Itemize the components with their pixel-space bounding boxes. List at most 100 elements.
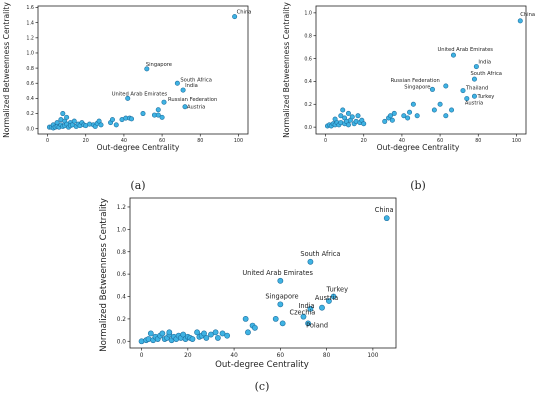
y-tick-label: 0.0	[117, 339, 127, 345]
data-point	[208, 331, 214, 338]
data-point	[460, 88, 466, 94]
data-point	[109, 117, 115, 123]
point-annotation: South Africa	[470, 71, 502, 77]
x-tick-label: 40	[399, 138, 405, 144]
x-tick-label: 0	[324, 138, 327, 144]
point-annotation: Turkey	[326, 286, 349, 294]
data-point	[147, 330, 154, 337]
data-point	[98, 122, 104, 128]
x-tick-label: 60	[277, 353, 285, 359]
data-point	[214, 335, 221, 341]
data-point	[252, 324, 258, 331]
point-annotation: Thailand	[465, 86, 488, 92]
point-annotation: Austria	[187, 105, 205, 111]
data-point	[405, 115, 411, 121]
data-point	[345, 110, 351, 116]
data-point	[330, 293, 337, 300]
point-annotation: India	[185, 83, 198, 89]
data-point	[125, 95, 131, 101]
data-point	[471, 93, 477, 99]
data-point	[307, 258, 314, 265]
data-point	[450, 52, 456, 58]
y-tick-label: 0.0	[26, 126, 34, 132]
y-tick-label: 0.0	[304, 125, 312, 131]
y-tick-label: 0.8	[304, 33, 312, 39]
y-tick-label: 0.6	[304, 56, 312, 62]
data-point	[517, 18, 523, 24]
data-point	[189, 336, 196, 342]
data-point	[443, 113, 449, 119]
point-annotation: United Arab Emirates	[112, 91, 168, 97]
y-axis-label: Normalized Betweenness Centrality	[2, 2, 11, 138]
data-point	[326, 298, 332, 304]
data-point	[245, 329, 251, 336]
x-tick-label: 20	[361, 138, 367, 144]
data-point	[144, 66, 150, 72]
data-point	[355, 113, 361, 119]
data-point	[338, 113, 344, 119]
y-tick-label: 1.0	[117, 227, 127, 233]
y-tick-label: 0.4	[304, 79, 312, 85]
point-annotation: Austria	[315, 294, 338, 302]
point-annotation: South Africa	[180, 77, 212, 83]
x-tick-label: 80	[323, 353, 331, 359]
y-tick-label: 0.6	[26, 81, 34, 87]
y-tick-label: 0.4	[26, 96, 34, 102]
x-axis-label: Out-degree Centrality	[377, 143, 460, 152]
x-tick-label: 0	[46, 138, 49, 144]
data-point	[194, 329, 200, 336]
point-annotation: Austria	[465, 101, 483, 107]
data-point	[140, 111, 146, 117]
point-annotation: United Arab Emirates	[242, 269, 313, 277]
data-point	[407, 109, 413, 115]
x-tick-label: 100	[367, 353, 378, 359]
data-point	[471, 76, 477, 82]
x-tick-label: 100	[512, 138, 521, 144]
data-point	[473, 64, 479, 70]
data-point	[387, 113, 393, 119]
x-axis-label: Out-degree Centrality	[97, 143, 180, 152]
point-annotation: China	[520, 12, 535, 18]
point-annotation: Poland	[306, 321, 328, 329]
data-point	[219, 330, 226, 337]
y-tick-label: 1.0	[26, 51, 34, 57]
subfigure-label: (c)	[255, 380, 270, 393]
data-point	[340, 107, 346, 113]
panel-1: 0 20 40 60 80 100 0.0 0.2 0.4 0.6 0.8 1.0 1.2 1.4 1.6 C…	[2, 2, 251, 192]
y-tick-label: 1.6	[26, 5, 34, 11]
data-point	[437, 101, 443, 107]
x-tick-label: 100	[234, 138, 243, 144]
data-point	[155, 107, 161, 113]
point-annotation: Russian Federation	[168, 97, 217, 103]
point-annotation: Russian Federation	[391, 78, 440, 84]
data-point	[242, 315, 249, 322]
data-point	[279, 320, 286, 327]
x-tick-label: 40	[230, 353, 238, 359]
x-tick-label: 60	[437, 138, 443, 144]
data-point	[345, 122, 351, 128]
data-point	[272, 315, 279, 322]
x-axis-label: Out-degree Centrality	[215, 360, 309, 370]
data-point	[414, 113, 420, 119]
data-point	[54, 120, 60, 126]
x-tick-label: 20	[83, 138, 89, 144]
data-point	[464, 96, 470, 102]
x-tick-label: 80	[475, 138, 481, 144]
data-point	[382, 118, 388, 124]
subfigure-label: (a)	[130, 179, 145, 192]
y-tick-label: 1.4	[26, 20, 34, 26]
y-tick-label: 0.8	[117, 250, 127, 256]
x-tick-label: 40	[121, 138, 127, 144]
point-annotation: China	[237, 10, 252, 16]
y-tick-label: 0.6	[117, 272, 127, 278]
y-tick-label: 1.2	[117, 205, 127, 211]
data-point	[307, 305, 314, 312]
data-point	[203, 335, 210, 341]
point-annotation: Singapore	[404, 84, 430, 90]
point-annotation: India	[478, 60, 491, 66]
point-annotation: Turkey	[476, 94, 494, 100]
point-annotation: South Africa	[300, 250, 340, 258]
data-point	[277, 277, 284, 284]
data-point	[180, 87, 186, 93]
